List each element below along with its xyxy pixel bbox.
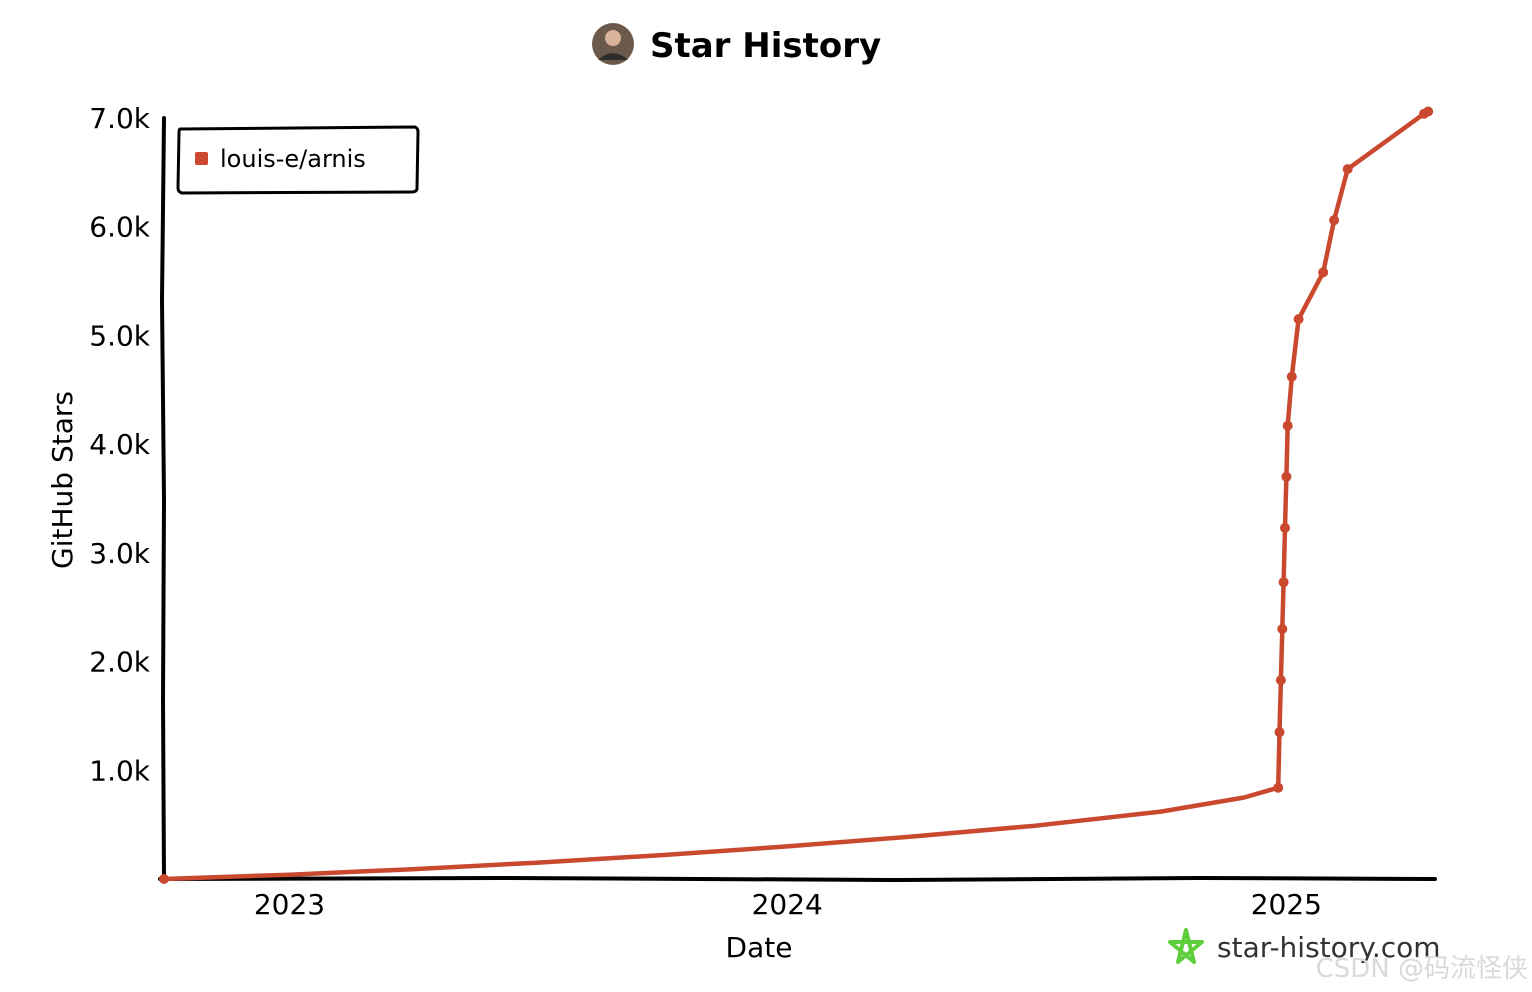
x-tick-label: 2025 [1251,888,1322,921]
legend: louis-e/arnis [176,125,420,195]
data-point[interactable] [159,874,169,884]
y-tick-label: 5.0k [89,319,151,352]
star-history-logo-icon [1168,928,1204,964]
legend-box [176,125,420,195]
y-tick-label: 7.0k [89,102,151,135]
data-point[interactable] [1277,624,1288,634]
data-point[interactable] [1274,727,1285,738]
x-tick-label: 2024 [752,888,823,921]
legend-label: louis-e/arnis [220,145,366,173]
y-axis-label: GitHub Stars [46,391,79,569]
data-point[interactable] [1329,215,1340,226]
y-tick-label: 1.0k [89,754,151,787]
x-axis-ticks: 2023 2024 2025 [254,888,1322,921]
legend-swatch [195,152,208,165]
csdn-watermark: CSDN @码流怪侠 [1316,954,1528,984]
series-line [161,109,1431,882]
y-tick-label: 3.0k [89,537,151,570]
site-link[interactable]: star-history.com [1217,931,1441,964]
data-point[interactable] [1423,106,1434,117]
data-point[interactable] [1286,371,1297,382]
y-tick-label: 6.0k [89,211,151,244]
user-avatar-icon [592,23,634,65]
series-layer [159,106,1434,884]
data-point[interactable] [1318,267,1329,278]
x-axis-line [158,875,1437,883]
y-axis-ticks: 1.0k 2.0k 3.0k 4.0k 5.0k 6.0k 7.0k [89,102,151,787]
data-point[interactable] [1275,675,1286,686]
data-point[interactable] [1293,314,1304,325]
star-history-branding[interactable]: star-history.com [1168,928,1441,964]
data-point[interactable] [1278,577,1289,588]
y-tick-label: 4.0k [89,428,151,461]
chart-title: Star History [650,26,881,66]
data-point[interactable] [1282,420,1293,431]
data-point[interactable] [1342,164,1353,175]
data-point[interactable] [1280,522,1290,533]
y-axis-line [159,116,167,881]
data-point[interactable] [1273,782,1284,793]
x-tick-label: 2023 [254,888,325,921]
y-tick-label: 2.0k [89,646,151,679]
chart-header: Star History [592,23,881,66]
x-axis-label: Date [726,931,793,964]
data-point[interactable] [1281,471,1292,482]
